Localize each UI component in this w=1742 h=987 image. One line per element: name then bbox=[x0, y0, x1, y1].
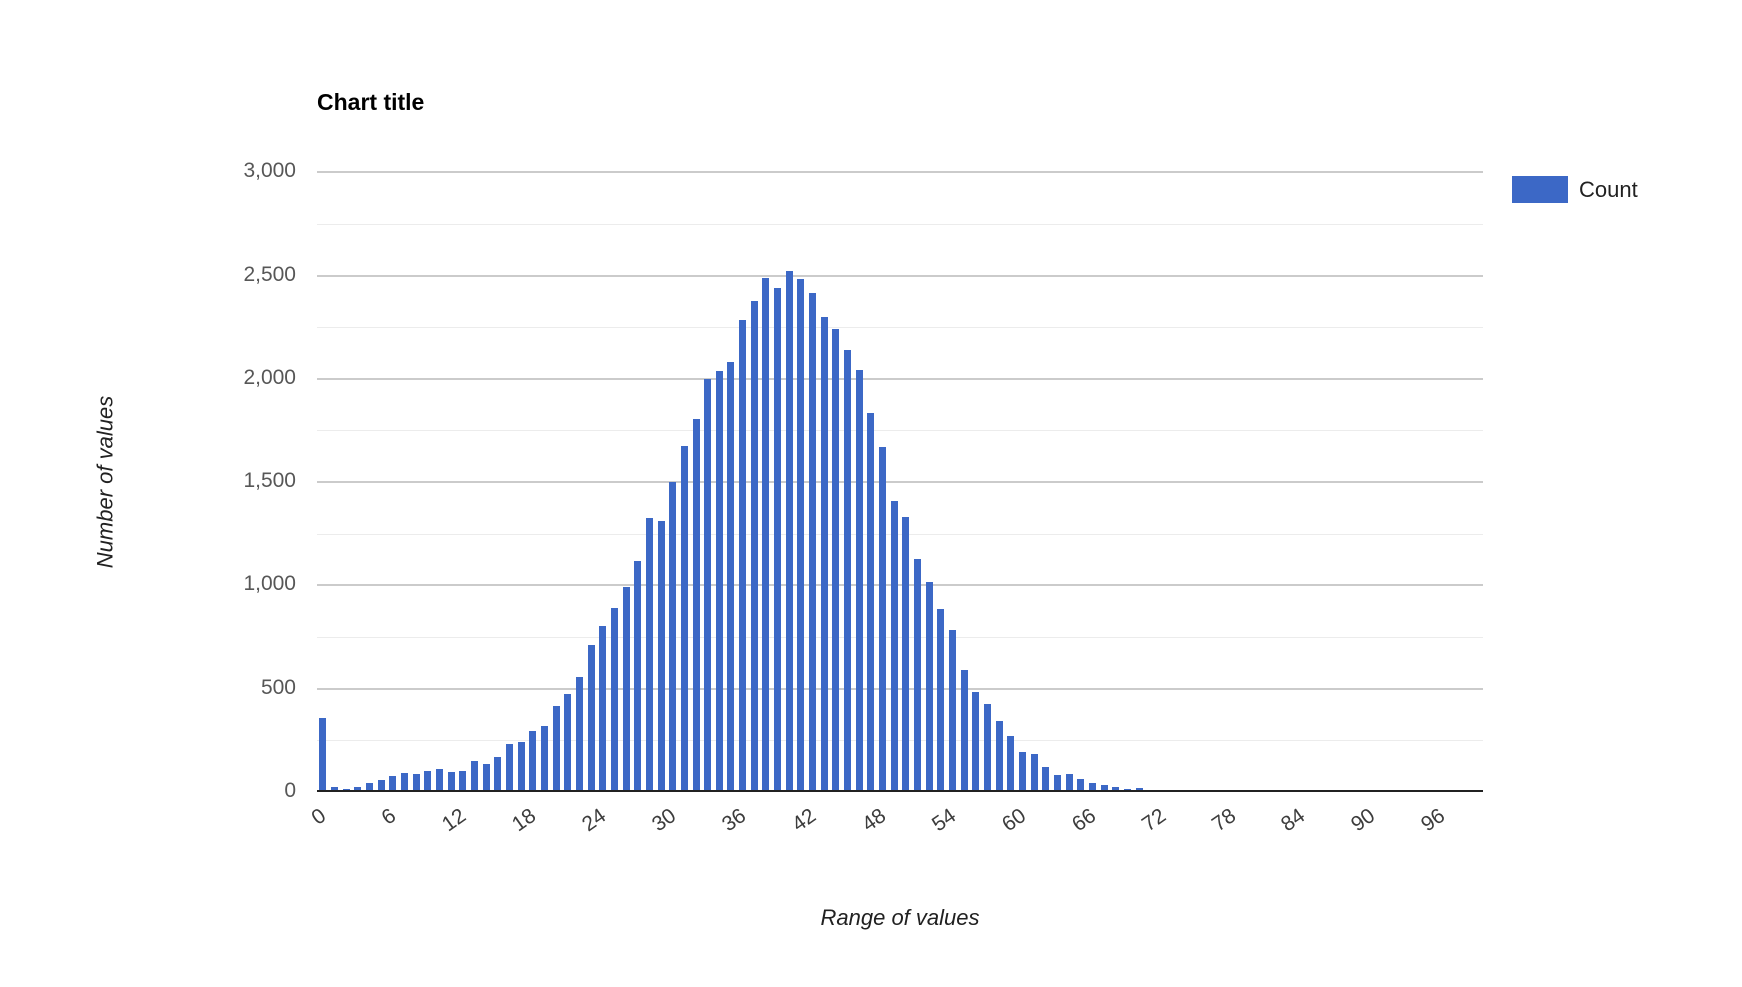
bar[interactable] bbox=[972, 692, 980, 792]
bar[interactable] bbox=[727, 362, 735, 792]
bar[interactable] bbox=[1077, 779, 1085, 792]
bar[interactable] bbox=[400, 773, 408, 792]
bar[interactable] bbox=[879, 447, 886, 792]
bar[interactable] bbox=[1042, 767, 1050, 792]
bar[interactable] bbox=[412, 774, 420, 792]
bar[interactable] bbox=[1007, 736, 1015, 792]
bar[interactable] bbox=[832, 329, 840, 792]
bar[interactable] bbox=[902, 517, 910, 792]
bar[interactable] bbox=[704, 379, 712, 792]
bar[interactable] bbox=[844, 350, 851, 792]
bar[interactable] bbox=[610, 608, 618, 792]
bar[interactable] bbox=[995, 721, 1003, 792]
bar[interactable] bbox=[669, 482, 677, 792]
legend-label: Count bbox=[1579, 176, 1638, 202]
y-tick-label: 1,500 bbox=[243, 469, 296, 492]
bar[interactable] bbox=[762, 278, 770, 792]
bar[interactable] bbox=[622, 587, 630, 792]
bar[interactable] bbox=[785, 271, 793, 792]
bar[interactable] bbox=[540, 726, 548, 792]
y-tick-label: 3,000 bbox=[243, 159, 296, 182]
bar[interactable] bbox=[855, 370, 863, 792]
y-tick-label: 2,000 bbox=[243, 366, 296, 389]
minor-gridline bbox=[317, 534, 1483, 535]
y-tick-label: 2,500 bbox=[243, 263, 296, 286]
bar[interactable] bbox=[482, 764, 490, 792]
bar[interactable] bbox=[937, 609, 945, 792]
legend: Count bbox=[1512, 176, 1638, 203]
bar[interactable] bbox=[529, 731, 537, 792]
bar[interactable] bbox=[645, 518, 653, 792]
bar[interactable] bbox=[517, 742, 525, 792]
bar[interactable] bbox=[949, 630, 956, 792]
bar[interactable] bbox=[657, 521, 665, 792]
bar[interactable] bbox=[599, 626, 607, 792]
bar[interactable] bbox=[750, 301, 758, 792]
bar[interactable] bbox=[1030, 754, 1038, 792]
major-gridline bbox=[317, 171, 1483, 173]
bar[interactable] bbox=[984, 704, 991, 792]
bar[interactable] bbox=[1100, 785, 1108, 792]
bar[interactable] bbox=[366, 783, 373, 792]
bar[interactable] bbox=[960, 670, 968, 792]
bar[interactable] bbox=[820, 317, 828, 792]
x-axis-line bbox=[317, 790, 1483, 792]
bar[interactable] bbox=[1112, 787, 1120, 792]
bar[interactable] bbox=[331, 787, 338, 792]
bar[interactable] bbox=[447, 772, 455, 792]
y-tick-label: 1,000 bbox=[243, 572, 296, 595]
bar[interactable] bbox=[575, 677, 583, 792]
bar[interactable] bbox=[389, 776, 397, 792]
bar[interactable] bbox=[552, 706, 560, 792]
bar[interactable] bbox=[739, 320, 747, 792]
bar[interactable] bbox=[459, 771, 467, 792]
minor-gridline bbox=[317, 637, 1483, 638]
chart-title: Chart title bbox=[317, 89, 425, 115]
major-gridline bbox=[317, 275, 1483, 277]
bar[interactable] bbox=[435, 769, 443, 792]
bar[interactable] bbox=[564, 694, 572, 792]
bar[interactable] bbox=[715, 371, 723, 792]
bar[interactable] bbox=[1018, 752, 1026, 792]
bar[interactable] bbox=[319, 718, 327, 792]
y-axis-title: Number of values bbox=[92, 395, 118, 569]
bar[interactable] bbox=[377, 780, 385, 792]
x-axis-title: Range of values bbox=[820, 905, 980, 930]
bar[interactable] bbox=[890, 501, 898, 792]
bar[interactable] bbox=[692, 419, 700, 792]
bar[interactable] bbox=[774, 288, 782, 792]
minor-gridline bbox=[317, 224, 1483, 225]
minor-gridline bbox=[317, 430, 1483, 431]
minor-gridline bbox=[317, 327, 1483, 328]
bar[interactable] bbox=[634, 561, 642, 792]
bar[interactable] bbox=[470, 761, 478, 792]
bar[interactable] bbox=[925, 582, 933, 792]
bar[interactable] bbox=[867, 413, 875, 792]
y-tick-label: 0 bbox=[284, 779, 296, 802]
bar[interactable] bbox=[914, 559, 921, 792]
bar[interactable] bbox=[797, 279, 805, 792]
bar[interactable] bbox=[354, 787, 362, 792]
bar[interactable] bbox=[1053, 775, 1061, 792]
legend-swatch bbox=[1512, 176, 1568, 203]
bar[interactable] bbox=[680, 446, 688, 792]
major-gridline bbox=[317, 378, 1483, 380]
major-gridline bbox=[317, 584, 1483, 586]
bar[interactable] bbox=[424, 771, 432, 792]
bar[interactable] bbox=[1088, 783, 1096, 792]
bar[interactable] bbox=[1065, 774, 1073, 792]
major-gridline bbox=[317, 481, 1483, 483]
bar[interactable] bbox=[494, 757, 502, 792]
y-tick-label: 500 bbox=[260, 676, 296, 699]
bar[interactable] bbox=[809, 293, 817, 792]
minor-gridline bbox=[317, 740, 1483, 741]
bar[interactable] bbox=[505, 744, 513, 792]
bar[interactable] bbox=[587, 645, 595, 792]
major-gridline bbox=[317, 688, 1483, 690]
